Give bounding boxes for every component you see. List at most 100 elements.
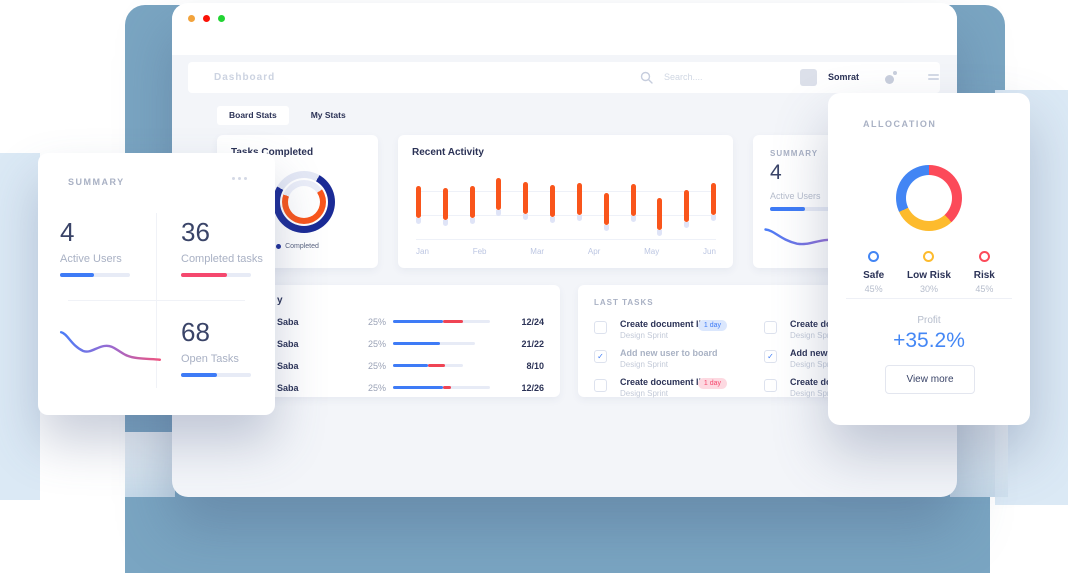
legend-label: Safe bbox=[863, 270, 885, 281]
notification-icon[interactable] bbox=[885, 71, 899, 85]
recent-activity-card: Recent Activity Jan Feb Mar Apr May Jun bbox=[398, 135, 733, 268]
task-subtitle: Design Sprint bbox=[790, 389, 839, 398]
table-row[interactable]: Saba 25% 8/10 bbox=[240, 357, 560, 379]
stat-label: Active Users bbox=[770, 191, 821, 201]
gridline bbox=[416, 215, 716, 216]
cell-date: 21/22 bbox=[521, 339, 544, 349]
traffic-light-green[interactable] bbox=[218, 15, 225, 22]
legend-item: Low Risk 30% bbox=[901, 249, 956, 294]
activity-bar bbox=[576, 183, 582, 243]
card-title: Tasks Completed bbox=[231, 147, 314, 158]
progress-track bbox=[181, 373, 251, 377]
x-axis-label: Jan bbox=[416, 247, 429, 256]
allocation-donut bbox=[896, 165, 962, 231]
avatar[interactable] bbox=[800, 69, 817, 86]
legend-label: Completed bbox=[285, 243, 319, 250]
row-progress-track bbox=[393, 320, 490, 323]
user-name[interactable]: Somrat bbox=[828, 72, 860, 82]
progress-track bbox=[60, 273, 130, 277]
activity-bar bbox=[630, 184, 636, 243]
cell-percent: 25% bbox=[368, 361, 387, 371]
activity-bar bbox=[684, 190, 690, 243]
x-axis-label: May bbox=[644, 247, 660, 256]
traffic-light-orange[interactable] bbox=[188, 15, 195, 22]
gridline bbox=[416, 239, 716, 240]
menu-icon[interactable] bbox=[928, 74, 939, 82]
card-title: y bbox=[277, 295, 283, 306]
card-title: SUMMARY bbox=[68, 177, 125, 187]
card-title: LAST TASKS bbox=[594, 298, 654, 307]
sparkline bbox=[58, 321, 163, 366]
stat-label: Open Tasks bbox=[181, 353, 239, 365]
activity-bar bbox=[550, 185, 556, 243]
shadow-wash-left bbox=[125, 432, 175, 497]
view-more-button[interactable]: View more bbox=[885, 365, 975, 394]
search-input[interactable]: Search.... bbox=[664, 72, 703, 82]
table-row[interactable]: Saba 25% 12/26 bbox=[240, 379, 560, 401]
task-column-1: Create document list Design Sprint 1 day ✓ A… bbox=[594, 319, 759, 406]
x-axis-label: Mar bbox=[530, 247, 545, 256]
task-subtitle: Design Sprint bbox=[620, 360, 669, 369]
legend-item: Risk 45% bbox=[957, 249, 1012, 294]
summary-card: SUMMARY 4 Active Users 36 Completed task… bbox=[38, 153, 275, 415]
cell-date: 12/24 bbox=[521, 317, 544, 327]
task-item[interactable]: ✓ Add new user to board Design Sprint bbox=[594, 348, 759, 377]
stat-value: 4 bbox=[770, 161, 782, 184]
activity-bar bbox=[469, 186, 475, 243]
task-item[interactable]: Create document list Design Sprint 1 day bbox=[594, 319, 759, 348]
task-checkbox[interactable]: ✓ bbox=[594, 350, 607, 363]
legend-value: 45% bbox=[864, 284, 883, 294]
task-checkbox[interactable] bbox=[594, 379, 607, 392]
row-progress-track bbox=[393, 386, 490, 389]
task-checkbox[interactable] bbox=[764, 379, 777, 392]
task-subtitle: Design Sprint bbox=[790, 331, 839, 340]
progress-fill bbox=[770, 207, 805, 211]
allocation-card: ALLOCATION Safe 45% Low Risk 30% Risk 45% Pro… bbox=[828, 93, 1030, 425]
stat-label: Completed tasks bbox=[181, 253, 263, 265]
task-title: Create document list bbox=[620, 319, 710, 329]
task-checkbox[interactable] bbox=[764, 321, 777, 334]
row-progress-red bbox=[443, 320, 463, 323]
task-item[interactable]: Create document list Design Sprint 1 day bbox=[594, 377, 759, 406]
activity-bar bbox=[523, 182, 529, 243]
legend-dot bbox=[276, 243, 282, 249]
legend-ring-icon bbox=[868, 251, 880, 262]
allocation-legend: Safe 45% Low Risk 30% Risk 45% bbox=[846, 249, 1012, 294]
progress-track bbox=[181, 273, 251, 277]
cell-name: Saba bbox=[277, 339, 299, 349]
tab-board-stats[interactable]: Board Stats bbox=[217, 106, 289, 125]
shadow-wash-right bbox=[950, 418, 1008, 497]
x-axis-label: Jun bbox=[703, 247, 716, 256]
cell-name: Saba bbox=[277, 383, 299, 393]
tab-my-stats[interactable]: My Stats bbox=[310, 110, 346, 120]
page-title: Dashboard bbox=[214, 72, 276, 83]
activity-bar bbox=[603, 193, 609, 243]
cell-date: 12/26 bbox=[521, 383, 544, 393]
bar-chart bbox=[416, 173, 716, 243]
x-axis-label: Feb bbox=[472, 247, 487, 256]
row-progress-red bbox=[428, 364, 445, 367]
progress-fill bbox=[181, 373, 217, 377]
table-row[interactable]: Saba 25% 21/22 bbox=[240, 335, 560, 357]
x-axis-label: Apr bbox=[587, 247, 601, 256]
more-options-icon[interactable] bbox=[232, 177, 249, 181]
profit-value: +35.2% bbox=[893, 329, 965, 352]
stat-value: 36 bbox=[181, 217, 210, 247]
row-progress-blue bbox=[393, 320, 443, 323]
row-progress-blue bbox=[393, 386, 443, 389]
task-checkbox[interactable]: ✓ bbox=[764, 350, 777, 363]
activity-bar bbox=[416, 186, 421, 243]
cell-percent: 25% bbox=[368, 383, 387, 393]
traffic-light-red[interactable] bbox=[203, 15, 210, 22]
card-title: Recent Activity bbox=[412, 147, 484, 158]
task-checkbox[interactable] bbox=[594, 321, 607, 334]
card-title: ALLOCATION bbox=[863, 119, 937, 129]
task-subtitle: Design Sprint bbox=[620, 331, 669, 340]
task-title: Add new user to board bbox=[620, 348, 718, 358]
table-row[interactable]: Saba 25% 12/24 bbox=[240, 313, 560, 335]
tasks-completed-donut-inner bbox=[282, 180, 326, 224]
search-icon[interactable] bbox=[640, 71, 653, 84]
monitor-base bbox=[125, 497, 990, 573]
stat-value: 68 bbox=[181, 317, 210, 347]
